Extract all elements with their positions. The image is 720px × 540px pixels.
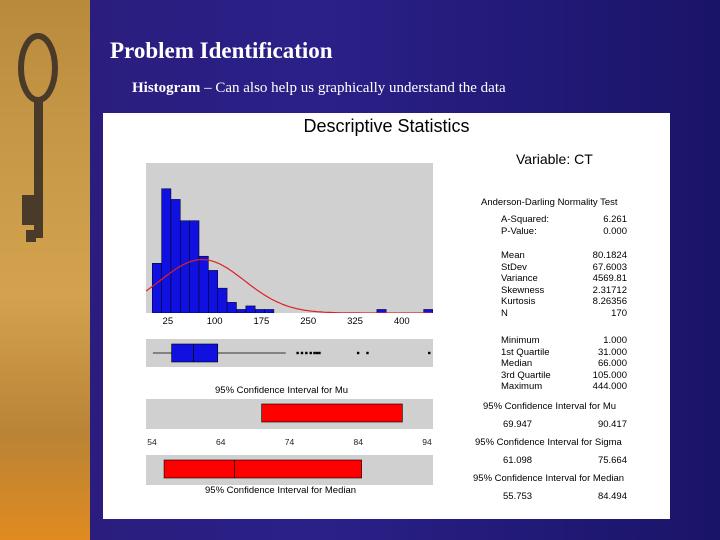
slide-subtitle: Histogram – Can also help us graphically… [132,80,506,97]
histogram-bar [180,220,190,313]
panel-title: Descriptive Statistics [303,116,470,136]
histogram-bar [208,270,218,313]
histogram-x-tick-label: 325 [347,316,363,327]
histogram-x-tick-label: 25 [162,316,174,327]
ci-median-interval-bar [163,459,362,479]
summary-stat-label: N [501,308,508,319]
histogram-bar [189,220,200,313]
boxplot-outlier [366,351,369,355]
summary-stat-value: 80.1824 [592,250,627,261]
histogram-bar [245,305,256,313]
summary-stat-value: 8.26356 [592,296,627,308]
normal-curve-line [146,259,433,313]
summary-stat-label: Mean [501,250,525,261]
summary-stat-value: 67.6003 [592,261,627,273]
ci-x-tick-label: 94 [422,437,432,447]
ci-mu-title: 95% Confidence Interval for Mu [483,401,617,412]
summary-stat-label: Skewness [501,284,545,296]
quartile-stat-label: Median [501,358,533,370]
quartile-stat-label: 3rd Quartile [501,369,551,381]
quartile-stat-value: 105.000 [592,369,627,381]
summary-stat-label: StDev [501,261,527,273]
normality-title: Anderson-Darling Normality Test [481,197,618,208]
ci-sigma-title: 95% Confidence Interval for Sigma [475,437,622,448]
descriptive-statistics-panel: Descriptive Statistics Variable: CT 25 10… [103,113,670,519]
summary-stat-value: 4569.81 [592,273,627,285]
boxplot [152,343,431,363]
ci-mu-low: 69.947 [503,419,533,430]
normality-value: 6.261 [603,214,627,225]
ci-median-plot [163,459,362,479]
ci-x-tick-label: 74 [284,437,295,447]
histogram-x-tick-label: 175 [253,316,270,327]
histogram-x-tick-label: 400 [393,316,410,327]
normality-label: P-Value: [501,225,537,237]
boxplot-outlier [315,351,319,355]
quartile-stat-label: Minimum [501,335,540,346]
histogram-bar [161,188,172,313]
histogram-bar [151,263,162,313]
histogram-bar [264,309,275,313]
histogram-bar [226,302,237,313]
ci-sigma-low: 61.098 [503,455,533,466]
boxplot-outlier [356,351,360,355]
boxplot-outlier [296,351,299,355]
normality-label: A-Squared: [501,214,550,225]
ci-x-tick-label: 84 [353,437,363,447]
ci-mu-plot-caption: 95% Confidence Interval for Mu [215,385,349,396]
boxplot-outlier [428,351,431,355]
ci-median-title: 95% Confidence Interval for Median [473,473,625,484]
summary-stat-label: Variance [501,273,538,285]
ci-mu-high: 90.417 [597,419,627,430]
histogram-bar [236,309,247,313]
ci-sigma-high: 75.664 [597,455,627,466]
ci-mu-interval-bar [261,403,403,423]
histogram-x-tick-label: 250 [300,316,317,327]
boxplot-outlier [318,351,321,355]
quartile-stat-label: Maximum [501,381,543,393]
key-icon [18,33,58,242]
slide-title: Problem Identification [110,38,333,63]
histogram-bar [217,287,228,313]
left-decor-bar [0,0,90,540]
boxplot-box [171,343,219,363]
boxplot-outlier [305,351,308,355]
summary-stat-label: Kurtosis [501,296,536,308]
histogram [146,188,433,313]
variable-label: Variable: CT [516,151,593,167]
boxplot-outlier [309,351,312,355]
quartile-stat-value: 66.000 [597,358,627,370]
histogram-bar [198,255,209,313]
quartile-stat-value: 31.000 [597,346,627,358]
ci-median-low: 55.753 [503,491,533,502]
histogram-bar [170,199,181,313]
normality-value: 0.000 [603,225,627,237]
summary-stat-value: 2.31712 [592,284,627,296]
ci-x-tick-label: 54 [147,437,157,447]
ci-median-high: 84.494 [597,491,627,502]
boxplot-outlier [313,351,316,355]
boxplot-outlier [300,351,304,355]
histogram-bar [254,309,265,313]
ci-mu-plot [261,403,403,423]
subtitle-rest: – Can also help us graphically understan… [200,80,506,96]
quartile-stat-label: 1st Quartile [501,346,550,358]
ci-median-plot-caption: 95% Confidence Interval for Median [205,485,357,496]
summary-stat-value: 170 [611,308,627,319]
subtitle-bold: Histogram [132,80,201,96]
histogram-x-tick-label: 100 [206,316,223,327]
quartile-stat-value: 444.000 [592,381,627,393]
quartile-stat-value: 1.000 [603,335,627,346]
ci-x-tick-label: 64 [216,437,226,447]
